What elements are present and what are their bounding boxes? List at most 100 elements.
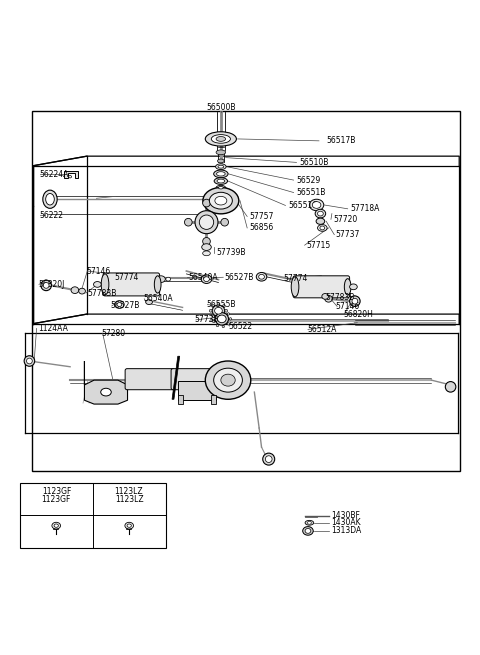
- Ellipse shape: [215, 196, 227, 205]
- Ellipse shape: [214, 368, 242, 392]
- Ellipse shape: [101, 274, 109, 295]
- Text: 57738B: 57738B: [194, 315, 224, 324]
- Ellipse shape: [320, 226, 324, 230]
- Ellipse shape: [155, 276, 161, 293]
- Ellipse shape: [212, 314, 215, 317]
- Bar: [211, 396, 216, 404]
- Text: 56512A: 56512A: [307, 325, 336, 334]
- Text: 57280: 57280: [101, 329, 125, 338]
- Ellipse shape: [229, 318, 232, 320]
- Ellipse shape: [43, 282, 49, 288]
- Ellipse shape: [203, 199, 210, 207]
- Text: 56222: 56222: [39, 210, 63, 219]
- Ellipse shape: [308, 521, 312, 524]
- Ellipse shape: [305, 529, 311, 533]
- Ellipse shape: [215, 307, 222, 314]
- Bar: [20, 483, 166, 548]
- Text: 56540A: 56540A: [188, 272, 218, 282]
- Ellipse shape: [203, 238, 210, 245]
- Ellipse shape: [71, 287, 79, 293]
- Ellipse shape: [318, 225, 327, 231]
- Text: 57146: 57146: [336, 302, 360, 311]
- FancyBboxPatch shape: [103, 273, 159, 296]
- Ellipse shape: [125, 522, 133, 529]
- Ellipse shape: [218, 165, 224, 168]
- Ellipse shape: [213, 315, 215, 318]
- Ellipse shape: [199, 215, 214, 229]
- Ellipse shape: [195, 211, 218, 234]
- Text: 56527B: 56527B: [111, 301, 140, 310]
- Ellipse shape: [215, 312, 228, 325]
- FancyBboxPatch shape: [293, 276, 349, 298]
- Text: 56540A: 56540A: [144, 294, 173, 303]
- Ellipse shape: [324, 295, 332, 302]
- Ellipse shape: [214, 178, 228, 185]
- FancyBboxPatch shape: [171, 369, 220, 390]
- Text: 56522: 56522: [228, 322, 252, 331]
- Ellipse shape: [204, 277, 209, 282]
- Ellipse shape: [46, 193, 54, 205]
- Text: 57774: 57774: [283, 274, 308, 283]
- Ellipse shape: [222, 326, 225, 328]
- Ellipse shape: [216, 185, 226, 190]
- Ellipse shape: [69, 176, 72, 178]
- Ellipse shape: [227, 323, 229, 325]
- Text: 56820H: 56820H: [343, 310, 373, 318]
- Ellipse shape: [305, 520, 314, 525]
- Ellipse shape: [79, 288, 85, 294]
- Ellipse shape: [43, 190, 57, 208]
- Ellipse shape: [52, 522, 60, 529]
- Ellipse shape: [212, 305, 215, 307]
- Ellipse shape: [209, 309, 212, 312]
- Ellipse shape: [352, 298, 358, 304]
- Text: 1430BF: 1430BF: [331, 511, 360, 520]
- Text: 1123LZ: 1123LZ: [115, 495, 144, 504]
- Text: 57739B: 57739B: [216, 248, 246, 257]
- Ellipse shape: [322, 293, 328, 299]
- Bar: [178, 381, 216, 400]
- Ellipse shape: [211, 135, 230, 143]
- Text: 1123GF: 1123GF: [43, 487, 72, 496]
- Bar: [178, 396, 182, 404]
- Ellipse shape: [26, 358, 32, 364]
- Ellipse shape: [349, 284, 357, 290]
- Ellipse shape: [101, 388, 111, 396]
- Ellipse shape: [41, 280, 51, 291]
- Text: 56224A: 56224A: [39, 170, 68, 179]
- Text: 57774: 57774: [115, 272, 139, 282]
- Text: 57146: 57146: [86, 267, 110, 276]
- Polygon shape: [84, 361, 128, 404]
- Ellipse shape: [205, 132, 237, 146]
- Text: 56527B: 56527B: [225, 272, 254, 282]
- Ellipse shape: [225, 309, 228, 312]
- Text: 57737: 57737: [336, 230, 360, 239]
- Ellipse shape: [212, 305, 225, 316]
- Ellipse shape: [216, 172, 225, 176]
- Text: 57757: 57757: [250, 212, 274, 221]
- Text: 57718A: 57718A: [350, 204, 380, 214]
- Ellipse shape: [256, 272, 267, 281]
- Text: 56517B: 56517B: [326, 136, 356, 145]
- Ellipse shape: [222, 305, 225, 307]
- Ellipse shape: [218, 187, 223, 189]
- Ellipse shape: [349, 296, 360, 307]
- Text: 57720: 57720: [333, 215, 358, 224]
- Ellipse shape: [24, 356, 35, 366]
- Ellipse shape: [216, 164, 226, 170]
- Ellipse shape: [222, 310, 225, 312]
- Ellipse shape: [94, 282, 101, 288]
- Ellipse shape: [291, 277, 299, 297]
- Ellipse shape: [209, 193, 232, 209]
- Ellipse shape: [310, 199, 324, 211]
- Text: 56856: 56856: [250, 223, 274, 233]
- Ellipse shape: [216, 136, 226, 141]
- Ellipse shape: [222, 314, 225, 317]
- Text: 57715: 57715: [306, 240, 330, 250]
- Text: 56510B: 56510B: [300, 158, 329, 167]
- Ellipse shape: [316, 218, 324, 225]
- Text: 57783B: 57783B: [88, 289, 117, 297]
- Ellipse shape: [166, 277, 170, 281]
- Ellipse shape: [127, 524, 132, 527]
- Ellipse shape: [259, 274, 264, 279]
- Polygon shape: [64, 170, 78, 178]
